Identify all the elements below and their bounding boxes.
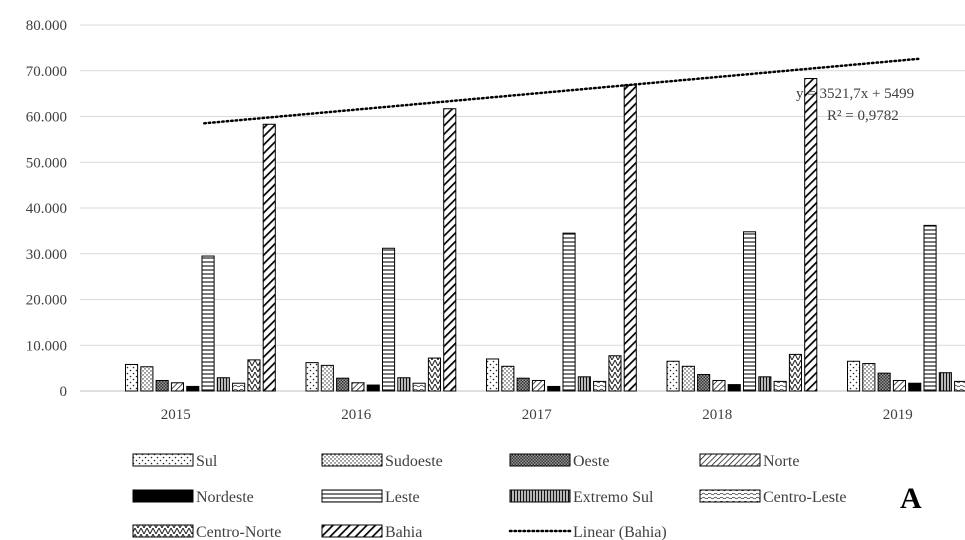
bar-leste-2016 — [382, 247, 396, 392]
bar-centro-norte-2017 — [608, 355, 622, 392]
legend-label-bahia: Bahia — [385, 524, 422, 540]
legend-swatch-leste — [321, 489, 383, 503]
x-tick-label: 2019 — [883, 407, 913, 423]
legend-label-sudoeste: Sudoeste — [385, 453, 443, 470]
legend-swatch-sul — [132, 453, 194, 467]
y-tick-label: 20.000 — [26, 293, 67, 309]
bar-oeste-2017 — [516, 377, 530, 392]
bar-centro-leste-2015 — [232, 382, 246, 392]
bar-centro-norte-2015 — [247, 359, 261, 392]
bar-sudoeste-2017 — [501, 365, 515, 392]
bar-sudoeste-2016 — [320, 364, 334, 392]
bar-extremo-sul-2017 — [577, 376, 591, 392]
bars — [125, 78, 965, 392]
bar-sul-2015 — [125, 363, 139, 392]
x-axis: 2015 2016 2017 2018 2019 — [161, 407, 913, 423]
legend-swatch-norte — [699, 453, 761, 467]
x-tick-label: 2018 — [702, 407, 732, 423]
x-tick-label: 2017 — [522, 407, 553, 423]
legend-label-extremo-sul: Extremo Sul — [573, 489, 654, 506]
y-tick-label: 10.000 — [26, 338, 67, 354]
bar-extremo-sul-2019 — [938, 372, 952, 392]
bar-extremo-sul-2016 — [397, 377, 411, 392]
bar-sudoeste-2015 — [140, 366, 154, 392]
bar-centro-leste-2019 — [954, 380, 965, 392]
bar-bahia-2017 — [623, 84, 637, 392]
bar-sul-2017 — [486, 358, 500, 392]
bar-leste-2017 — [562, 232, 576, 392]
y-tick-label: 0 — [60, 384, 68, 400]
bar-nordeste-2017 — [547, 385, 561, 392]
trendline: y = 3521,7x + 5499 R² = 0,9782 — [203, 57, 920, 125]
panel-label: A — [900, 482, 922, 515]
bar-bahia-2016 — [443, 108, 457, 392]
bar-centro-leste-2018 — [773, 380, 787, 392]
legend-swatch-sudoeste — [321, 453, 383, 467]
bar-oeste-2018 — [697, 374, 711, 392]
bar-nordeste-2015 — [186, 385, 200, 392]
bar-norte-2016 — [351, 382, 365, 392]
legend-label-norte: Norte — [763, 453, 799, 470]
y-axis: 0 10.000 20.000 30.000 40.000 50.000 60.000 70.… — [26, 18, 67, 400]
trendline-bahia — [203, 57, 920, 125]
legend-swatch-centro-norte — [132, 524, 194, 538]
bar-extremo-sul-2018 — [758, 376, 772, 392]
bar-nordeste-2016 — [366, 384, 380, 392]
bar-sudoeste-2018 — [681, 365, 695, 392]
y-tick-label: 70.000 — [26, 64, 67, 80]
bar-leste-2018 — [743, 231, 757, 392]
bar-oeste-2019 — [877, 372, 891, 392]
y-tick-label: 50.000 — [26, 155, 67, 171]
bar-nordeste-2019 — [908, 382, 922, 392]
bar-centro-norte-2018 — [788, 353, 803, 392]
bar-oeste-2015 — [155, 379, 169, 392]
trendline-equation: y = 3521,7x + 5499 — [796, 86, 914, 102]
y-tick-label: 30.000 — [26, 247, 67, 263]
legend-swatch-nordeste — [132, 489, 194, 503]
x-tick-label: 2015 — [161, 407, 191, 423]
bar-sul-2019 — [847, 360, 861, 392]
bar-centro-leste-2017 — [593, 380, 607, 392]
bar-centro-norte-2016 — [427, 357, 441, 392]
legend-label-centro-leste: Centro-Leste — [763, 489, 847, 506]
bar-sul-2016 — [305, 362, 319, 392]
x-tick-label: 2016 — [341, 407, 372, 423]
legend-label-centro-norte: Centro-Norte — [196, 524, 281, 540]
bar-norte-2018 — [712, 379, 726, 392]
legend-label-sul: Sul — [196, 453, 218, 470]
bar-extremo-sul-2015 — [216, 377, 230, 392]
trendline-r2: R² = 0,9782 — [827, 108, 899, 124]
bar-sul-2018 — [666, 360, 680, 392]
bar-oeste-2016 — [336, 377, 350, 392]
bar-leste-2019 — [923, 224, 937, 392]
legend-label-linear-bahia-: Linear (Bahia) — [573, 524, 667, 540]
legend-swatch-oeste — [509, 453, 571, 467]
y-tick-label: 40.000 — [26, 201, 67, 217]
legend-swatch-centro-leste — [699, 489, 761, 503]
legend-swatch-bahia — [321, 524, 383, 538]
bar-norte-2019 — [892, 379, 907, 392]
bar-nordeste-2018 — [727, 384, 741, 392]
y-tick-label: 60.000 — [26, 110, 67, 126]
legend-label-oeste: Oeste — [573, 453, 609, 470]
legend-label-leste: Leste — [385, 489, 420, 506]
y-tick-label: 80.000 — [26, 18, 67, 34]
legend-swatch-extremo-sul — [509, 489, 571, 503]
legend-label-nordeste: Nordeste — [196, 489, 254, 506]
bar-leste-2015 — [201, 255, 215, 392]
bar-sudoeste-2019 — [862, 363, 876, 392]
bar-bahia-2015 — [262, 123, 276, 392]
legend: Sul Sudoeste Oeste Norte Nordeste Leste Extrem… — [132, 453, 922, 540]
bar-norte-2017 — [531, 379, 546, 392]
bar-centro-leste-2016 — [412, 382, 426, 392]
bar-norte-2015 — [170, 382, 184, 392]
bar-bahia-2018 — [804, 78, 818, 392]
